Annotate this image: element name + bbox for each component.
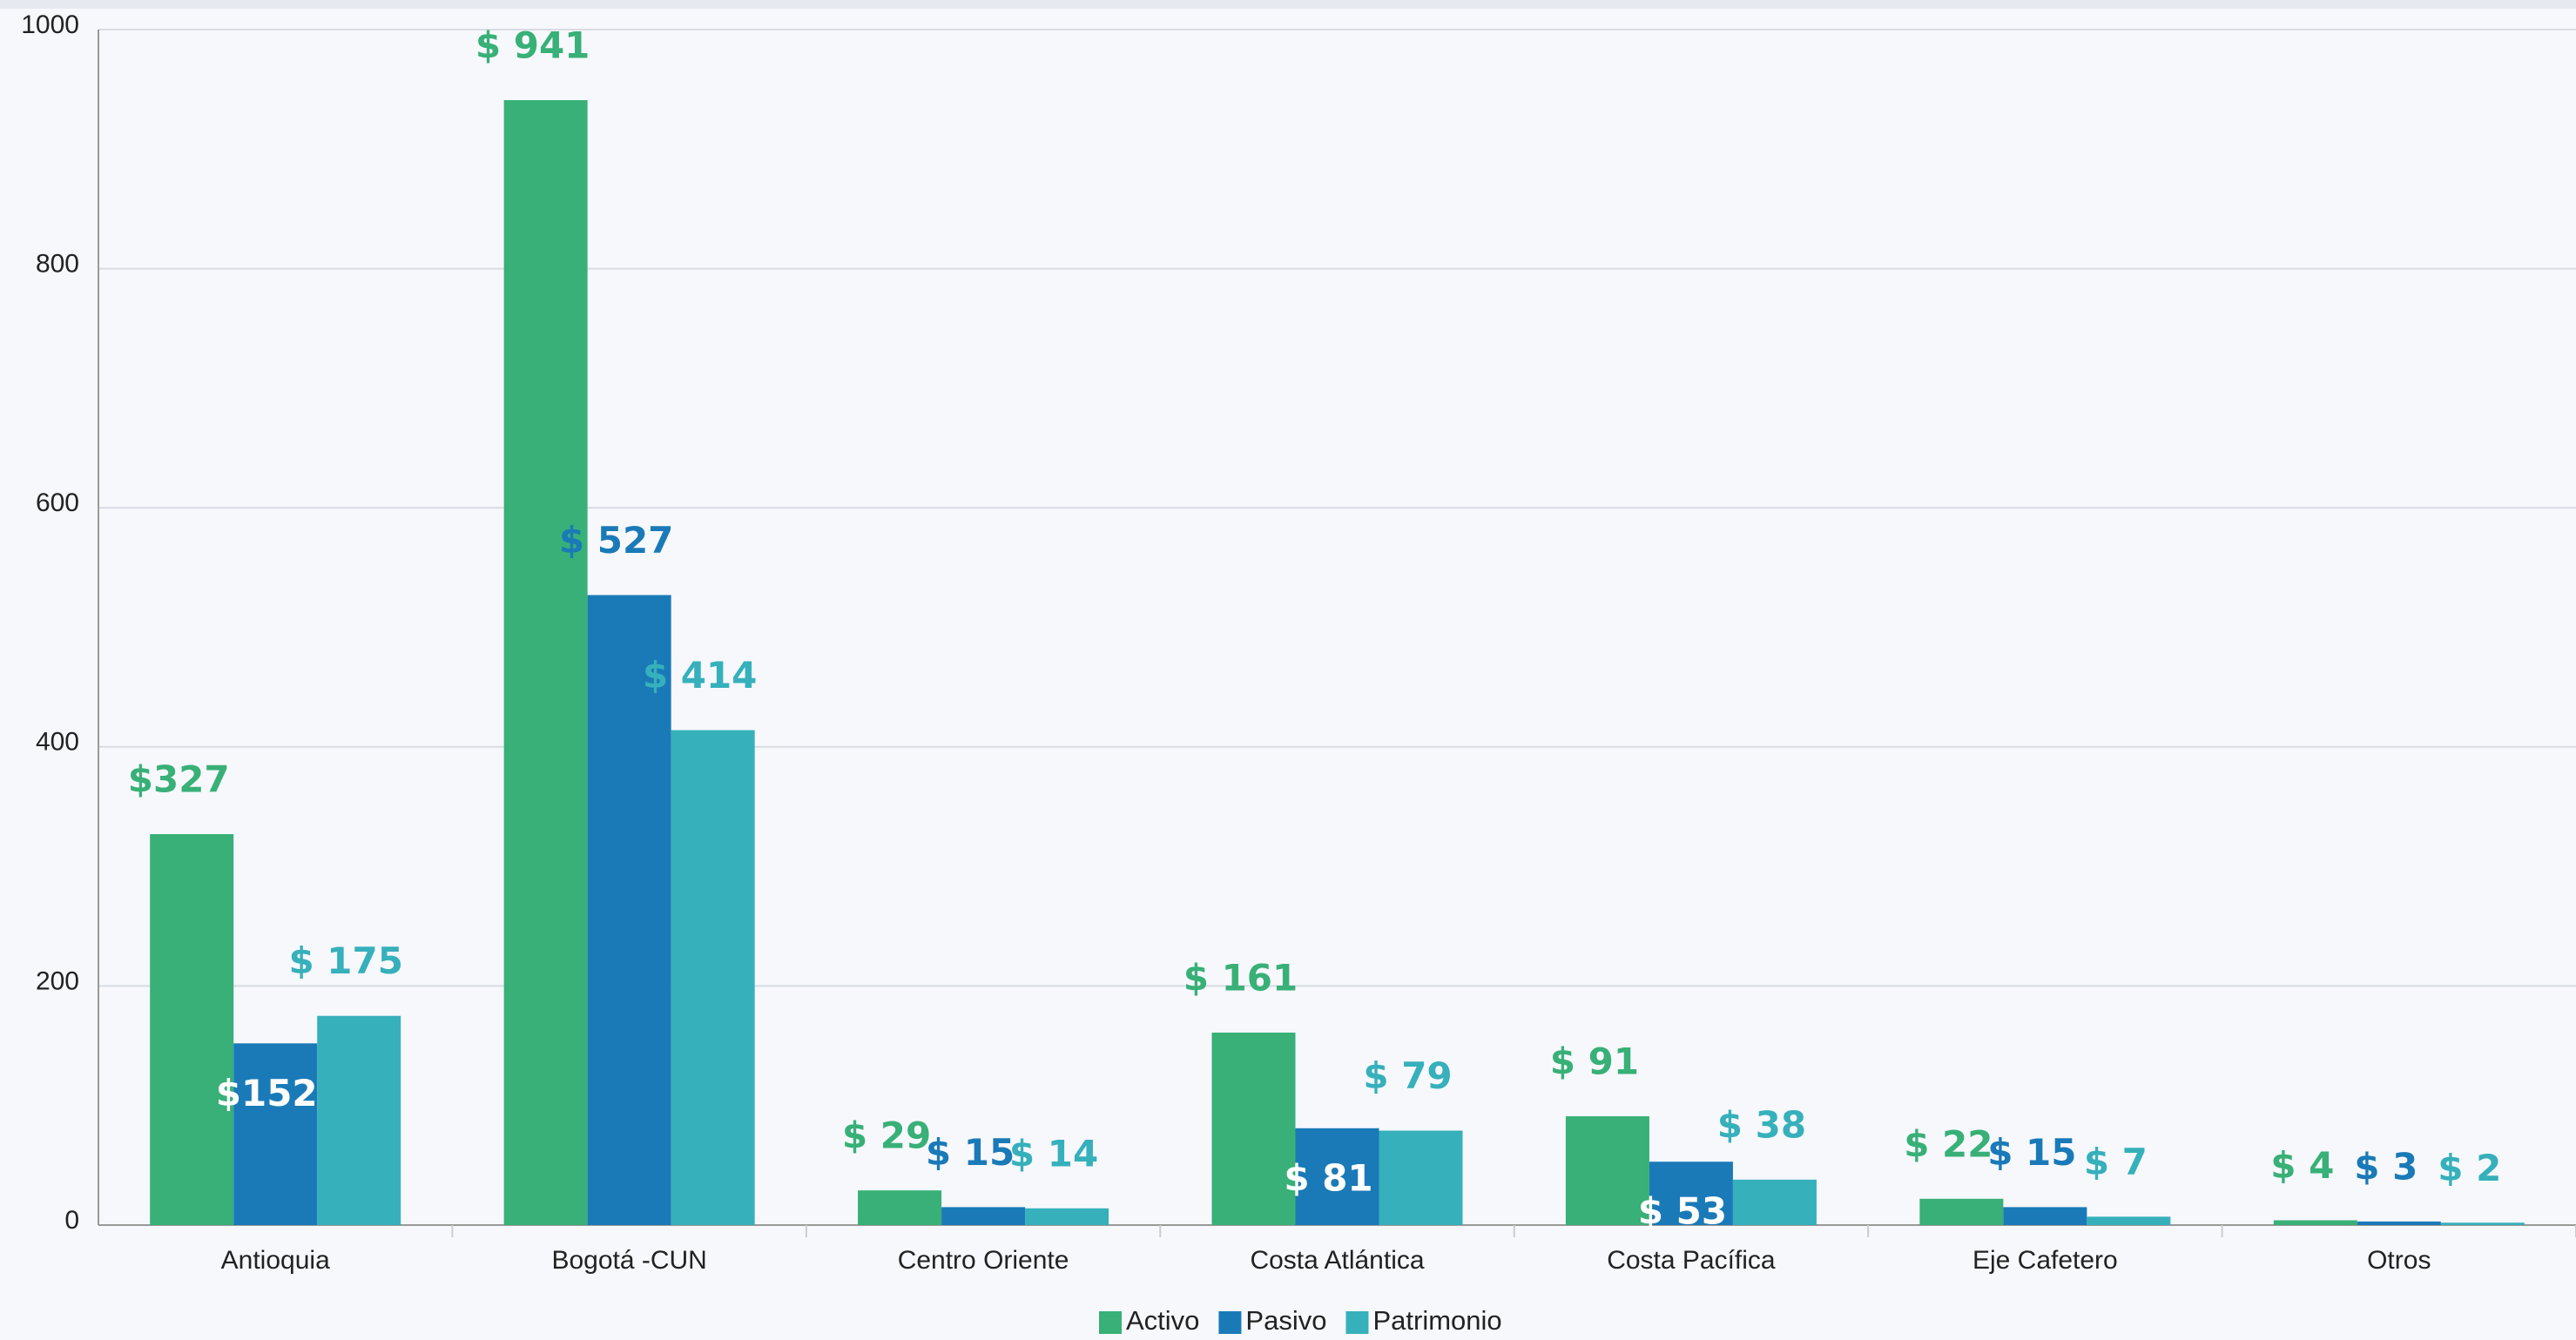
- value-label: $ 161: [1183, 956, 1298, 999]
- x-tick-label: Eje Cafetero: [1972, 1246, 2118, 1275]
- value-label: $ 4: [2270, 1144, 2334, 1187]
- bar: [2003, 1207, 2087, 1225]
- value-label: $ 91: [1550, 1040, 1639, 1083]
- value-label: $ 15: [1987, 1131, 2076, 1174]
- bar: [1379, 1130, 1463, 1225]
- bar: [941, 1207, 1026, 1225]
- bar: [233, 1043, 318, 1225]
- value-label: $ 941: [475, 24, 590, 67]
- bar: [2357, 1221, 2441, 1225]
- bar: [1919, 1198, 2004, 1225]
- y-tick-label: 1000: [21, 10, 79, 39]
- x-tick-label: Costa Pacífica: [1607, 1246, 1776, 1275]
- bar: [1565, 1116, 1649, 1225]
- y-tick-label: 600: [36, 488, 79, 517]
- bar: [2440, 1222, 2525, 1225]
- bar: [2087, 1216, 2171, 1225]
- value-label: $ 414: [643, 654, 758, 697]
- legend-label: Patrimonio: [1372, 1305, 1501, 1336]
- value-label: $ 22: [1904, 1122, 1993, 1165]
- value-label: $ 79: [1363, 1054, 1452, 1097]
- value-label: $ 15: [926, 1131, 1015, 1174]
- bar: [1025, 1208, 1109, 1225]
- value-label: $ 2: [2438, 1147, 2501, 1189]
- x-tick-label: Otros: [2367, 1246, 2431, 1275]
- y-tick-label: 800: [36, 250, 79, 279]
- x-tick-label: Costa Atlántica: [1250, 1246, 1424, 1275]
- bar: [1649, 1162, 1733, 1225]
- legend-swatch: [1099, 1311, 1122, 1334]
- value-label: $ 81: [1284, 1156, 1372, 1199]
- value-label: $ 175: [288, 939, 403, 982]
- legend-label: Activo: [1126, 1305, 1199, 1336]
- legend-swatch: [1345, 1311, 1369, 1334]
- y-tick-label: 200: [36, 966, 79, 995]
- value-label: $ 38: [1717, 1103, 1806, 1146]
- legend-label: Pasivo: [1245, 1305, 1326, 1336]
- y-tick-label: 400: [36, 728, 79, 757]
- bar: [317, 1015, 401, 1225]
- bar: [503, 100, 588, 1226]
- bar: [587, 595, 671, 1225]
- value-label: $152: [216, 1072, 318, 1114]
- bar: [1732, 1179, 1817, 1225]
- x-tick-label: Centro Oriente: [898, 1246, 1069, 1275]
- bar: [1211, 1032, 1296, 1225]
- value-label: $ 14: [1009, 1132, 1098, 1175]
- y-tick-label: 0: [64, 1206, 79, 1235]
- x-tick-label: Bogotá -CUN: [551, 1246, 706, 1275]
- bar: [150, 834, 234, 1225]
- value-label: $ 53: [1638, 1190, 1727, 1233]
- value-label: $ 29: [842, 1114, 931, 1157]
- value-label: $ 3: [2354, 1145, 2418, 1188]
- legend-swatch: [1218, 1311, 1242, 1334]
- x-tick-label: Antioquia: [221, 1246, 330, 1275]
- bar: [1295, 1128, 1379, 1225]
- top-strip: [0, 0, 2576, 9]
- bar: [858, 1190, 942, 1225]
- value-label: $327: [128, 758, 230, 801]
- bar: [2273, 1220, 2357, 1225]
- value-label: $ 527: [559, 519, 674, 562]
- value-label: $ 7: [2084, 1141, 2148, 1183]
- bar: [671, 730, 755, 1225]
